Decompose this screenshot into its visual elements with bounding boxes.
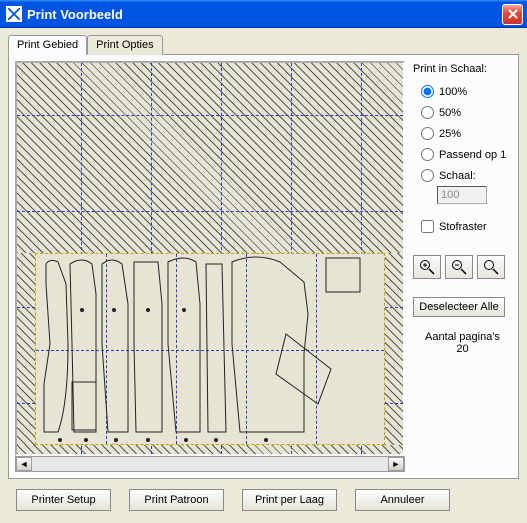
scale-custom-option[interactable]: Schaal:: [421, 169, 512, 182]
tab-print-opties[interactable]: Print Opties: [87, 35, 162, 55]
zoom-in-button[interactable]: [413, 255, 441, 279]
scroll-right-icon[interactable]: ►: [388, 457, 404, 471]
bottom-button-row: Printer Setup Print Patroon Print per La…: [8, 489, 519, 511]
scale-fit-label: Passend op 1: [439, 149, 506, 161]
scale-custom-radio[interactable]: [421, 169, 434, 182]
stofraster-checkbox[interactable]: [421, 220, 434, 233]
pattern-pieces: [36, 254, 386, 446]
title-bar: Print Voorbeeld: [0, 0, 527, 28]
pagecount-label: Aantal pagina's: [413, 331, 512, 343]
stofraster-option[interactable]: Stofraster: [421, 220, 512, 233]
scale-25-label: 25%: [439, 128, 461, 140]
sidebar: Print in Schaal: 100% 50% 25% Passend op…: [413, 61, 512, 472]
scroll-left-icon[interactable]: ◄: [16, 457, 32, 471]
scale-50-radio[interactable]: [421, 106, 434, 119]
scale-25-radio[interactable]: [421, 127, 434, 140]
scale-100-label: 100%: [439, 86, 467, 98]
app-icon: [6, 6, 22, 22]
zoom-out-icon: [451, 259, 467, 275]
scale-25-option[interactable]: 25%: [421, 127, 512, 140]
magnifier-icon: [483, 259, 499, 275]
deselect-all-button[interactable]: Deselecteer Alle: [413, 297, 505, 317]
printer-setup-button[interactable]: Printer Setup: [16, 489, 111, 511]
print-patroon-button[interactable]: Print Patroon: [129, 489, 224, 511]
zoom-out-button[interactable]: [445, 255, 473, 279]
scale-50-label: 50%: [439, 107, 461, 119]
printable-area: [35, 253, 385, 445]
tab-panel: ◄ ► Print in Schaal: 100% 50% 25% Pa: [8, 54, 519, 479]
close-button[interactable]: [502, 4, 523, 25]
stofraster-label: Stofraster: [439, 221, 487, 233]
scale-fit-radio[interactable]: [421, 148, 434, 161]
horizontal-scrollbar[interactable]: ◄ ►: [15, 456, 405, 472]
scale-custom-label: Schaal:: [439, 170, 476, 182]
scale-group-label: Print in Schaal:: [413, 63, 512, 75]
tab-strip: Print Gebied Print Opties: [8, 35, 519, 55]
scale-fit-option[interactable]: Passend op 1: [421, 148, 512, 161]
scale-custom-input[interactable]: [437, 186, 487, 204]
zoom-in-icon: [419, 259, 435, 275]
print-per-laag-button[interactable]: Print per Laag: [242, 489, 337, 511]
scale-100-radio[interactable]: [421, 85, 434, 98]
scale-100-option[interactable]: 100%: [421, 85, 512, 98]
pagecount-value: 20: [413, 343, 512, 355]
annuleer-button[interactable]: Annuleer: [355, 489, 450, 511]
window-title: Print Voorbeeld: [27, 7, 123, 22]
zoom-reset-button[interactable]: [477, 255, 505, 279]
tab-print-gebied[interactable]: Print Gebied: [8, 35, 87, 55]
print-preview[interactable]: [15, 61, 405, 456]
scale-50-option[interactable]: 50%: [421, 106, 512, 119]
